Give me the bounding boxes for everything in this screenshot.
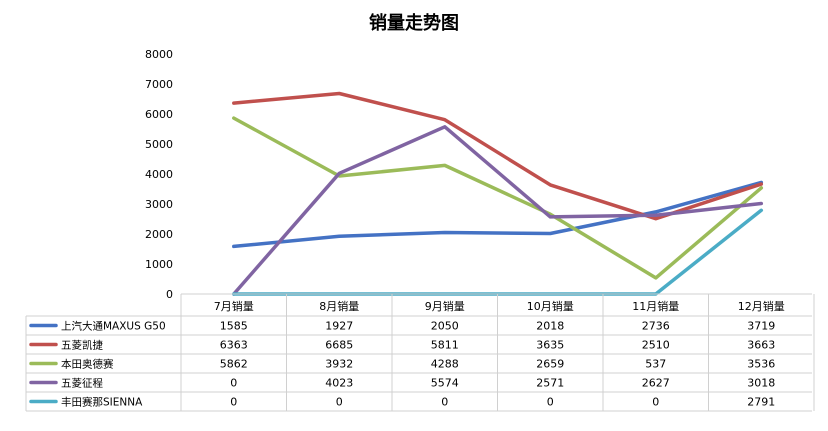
- data-label: 1927: [325, 320, 353, 333]
- data-label: 5811: [431, 339, 459, 352]
- data-label: 2627: [642, 377, 670, 390]
- data-label: 0: [652, 396, 659, 409]
- data-label: 6685: [325, 339, 353, 352]
- y-tick-label: 6000: [145, 108, 173, 121]
- data-label: 3663: [747, 339, 775, 352]
- y-tick-label: 4000: [145, 168, 173, 181]
- category-label: 8月销量: [319, 299, 359, 313]
- series-line-1: [232, 180, 764, 249]
- data-label: 2791: [747, 396, 775, 409]
- data-label: 2736: [642, 320, 670, 333]
- data-label: 1585: [220, 320, 248, 333]
- data-label: 2050: [431, 320, 459, 333]
- data-label: 4023: [325, 377, 353, 390]
- y-tick-label: 2000: [145, 228, 173, 241]
- series-line-2: [232, 91, 764, 221]
- chart-title: 销量走势图: [369, 12, 459, 34]
- series-line-5: [232, 208, 764, 296]
- y-tick-label: 0: [166, 288, 173, 301]
- category-label: 11月销量: [632, 299, 679, 313]
- data-label: 6363: [220, 339, 248, 352]
- data-label: 0: [336, 396, 343, 409]
- data-label: 537: [645, 358, 666, 371]
- data-label: 0: [230, 377, 237, 390]
- data-label: 0: [230, 396, 237, 409]
- data-label: 5574: [431, 377, 459, 390]
- legend-label: 上汽大通MAXUS G50: [61, 320, 166, 333]
- legend-label: 五菱凯捷: [61, 339, 103, 352]
- legend-label: 丰田赛那SIENNA: [61, 396, 143, 409]
- data-label: 3635: [536, 339, 564, 352]
- data-label: 2510: [642, 339, 670, 352]
- data-label: 0: [441, 396, 448, 409]
- category-label: 7月销量: [214, 299, 254, 313]
- y-tick-label: 1000: [145, 258, 173, 271]
- data-label: 2659: [536, 358, 564, 371]
- category-label: 10月销量: [527, 299, 574, 313]
- data-label: 2018: [536, 320, 564, 333]
- y-tick-label: 7000: [145, 78, 173, 91]
- y-tick-label: 5000: [145, 138, 173, 151]
- legend-label: 本田奥德赛: [61, 358, 114, 371]
- category-label: 9月销量: [425, 299, 465, 313]
- data-label: 0: [547, 396, 554, 409]
- data-label: 3932: [325, 358, 353, 371]
- data-label: 3018: [747, 377, 775, 390]
- series-line-3: [232, 116, 764, 280]
- data-label: 3719: [747, 320, 775, 333]
- series-line-4: [232, 125, 764, 296]
- data-label: 2571: [536, 377, 564, 390]
- data-label: 4288: [431, 358, 459, 371]
- data-label: 3536: [747, 358, 775, 371]
- legend-label: 五菱征程: [61, 378, 103, 390]
- data-label: 5862: [220, 358, 248, 371]
- y-tick-label: 3000: [145, 198, 173, 211]
- y-tick-label: 8000: [145, 48, 173, 61]
- category-label: 12月销量: [738, 299, 785, 313]
